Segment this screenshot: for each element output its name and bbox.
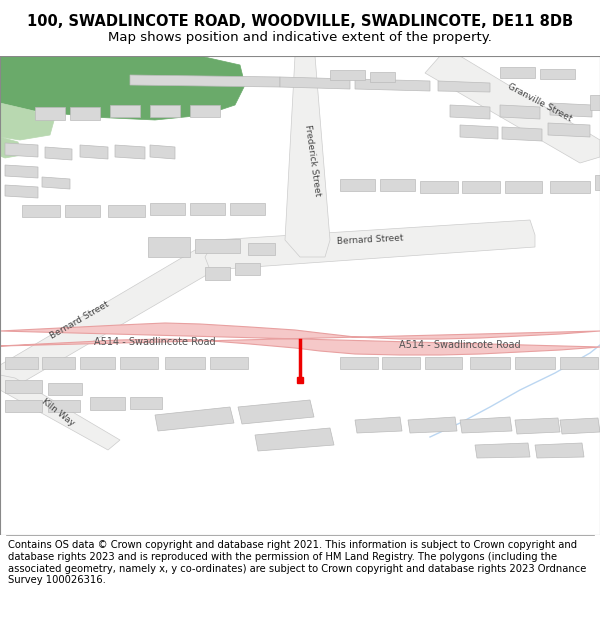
Polygon shape (0, 375, 120, 450)
Polygon shape (0, 137, 22, 158)
Polygon shape (248, 243, 275, 255)
Polygon shape (470, 357, 510, 369)
Text: Frederick Street: Frederick Street (304, 124, 322, 196)
Polygon shape (560, 418, 600, 434)
Polygon shape (150, 145, 175, 159)
Polygon shape (505, 181, 542, 193)
Polygon shape (205, 267, 230, 280)
Text: Bernard Street: Bernard Street (49, 299, 111, 341)
Polygon shape (0, 323, 600, 355)
Polygon shape (340, 357, 378, 369)
Polygon shape (5, 380, 42, 393)
Polygon shape (150, 105, 180, 117)
Polygon shape (48, 400, 80, 412)
Polygon shape (42, 177, 70, 189)
Polygon shape (80, 145, 108, 159)
Polygon shape (255, 428, 334, 451)
Text: Contains OS data © Crown copyright and database right 2021. This information is : Contains OS data © Crown copyright and d… (8, 541, 586, 585)
Polygon shape (5, 143, 38, 157)
Polygon shape (190, 203, 225, 215)
Polygon shape (70, 107, 100, 120)
Polygon shape (165, 357, 205, 369)
Polygon shape (5, 400, 42, 412)
Polygon shape (460, 125, 498, 139)
Polygon shape (355, 79, 430, 91)
Polygon shape (150, 203, 185, 215)
Polygon shape (285, 56, 330, 257)
Polygon shape (330, 70, 365, 80)
Polygon shape (540, 69, 575, 79)
Polygon shape (155, 407, 234, 431)
Polygon shape (148, 237, 190, 257)
Polygon shape (535, 443, 584, 458)
Polygon shape (355, 417, 402, 433)
Text: Granville Street: Granville Street (506, 82, 574, 124)
Polygon shape (0, 56, 245, 120)
Polygon shape (5, 165, 38, 178)
Polygon shape (420, 181, 458, 193)
Polygon shape (5, 357, 38, 369)
Polygon shape (462, 181, 500, 193)
Text: Kiln Way: Kiln Way (40, 396, 76, 428)
Polygon shape (0, 103, 55, 140)
Polygon shape (205, 220, 535, 270)
Polygon shape (45, 147, 72, 160)
Polygon shape (48, 383, 82, 395)
Polygon shape (550, 103, 592, 117)
Polygon shape (210, 357, 248, 369)
Polygon shape (65, 205, 100, 217)
Polygon shape (115, 145, 145, 159)
Text: Map shows position and indicative extent of the property.: Map shows position and indicative extent… (108, 31, 492, 44)
Bar (297, 377, 303, 383)
Polygon shape (120, 357, 158, 369)
Text: 100, SWADLINCOTE ROAD, WOODVILLE, SWADLINCOTE, DE11 8DB: 100, SWADLINCOTE ROAD, WOODVILLE, SWADLI… (27, 14, 573, 29)
Polygon shape (5, 185, 38, 198)
Polygon shape (382, 357, 420, 369)
Polygon shape (438, 81, 490, 92)
Polygon shape (475, 443, 530, 458)
Polygon shape (548, 123, 590, 137)
Polygon shape (42, 357, 75, 369)
Text: A514 - Swadlincote Road: A514 - Swadlincote Road (399, 340, 521, 350)
Polygon shape (595, 175, 600, 190)
Polygon shape (425, 56, 600, 163)
Polygon shape (340, 179, 375, 191)
Polygon shape (515, 357, 555, 369)
Polygon shape (22, 205, 60, 217)
Polygon shape (108, 205, 145, 217)
Polygon shape (130, 397, 162, 409)
Polygon shape (130, 75, 280, 87)
Text: A514 - Swadlincote Road: A514 - Swadlincote Road (94, 337, 216, 347)
Polygon shape (408, 417, 457, 433)
Text: Bernard Street: Bernard Street (337, 234, 404, 246)
Polygon shape (195, 239, 240, 253)
Polygon shape (380, 179, 415, 191)
Polygon shape (230, 203, 265, 215)
Polygon shape (35, 107, 65, 120)
Polygon shape (460, 417, 512, 433)
Polygon shape (0, 250, 215, 385)
Polygon shape (425, 357, 462, 369)
Polygon shape (235, 263, 260, 275)
Polygon shape (590, 95, 600, 110)
Polygon shape (502, 127, 542, 141)
Polygon shape (450, 105, 490, 119)
Polygon shape (110, 105, 140, 117)
Polygon shape (550, 181, 590, 193)
Polygon shape (500, 67, 535, 78)
Polygon shape (238, 400, 314, 424)
Polygon shape (80, 357, 115, 369)
Polygon shape (560, 357, 598, 369)
Polygon shape (500, 105, 540, 119)
Polygon shape (370, 72, 395, 82)
Polygon shape (515, 418, 560, 434)
Polygon shape (90, 397, 125, 410)
Polygon shape (280, 77, 350, 89)
Polygon shape (190, 105, 220, 117)
